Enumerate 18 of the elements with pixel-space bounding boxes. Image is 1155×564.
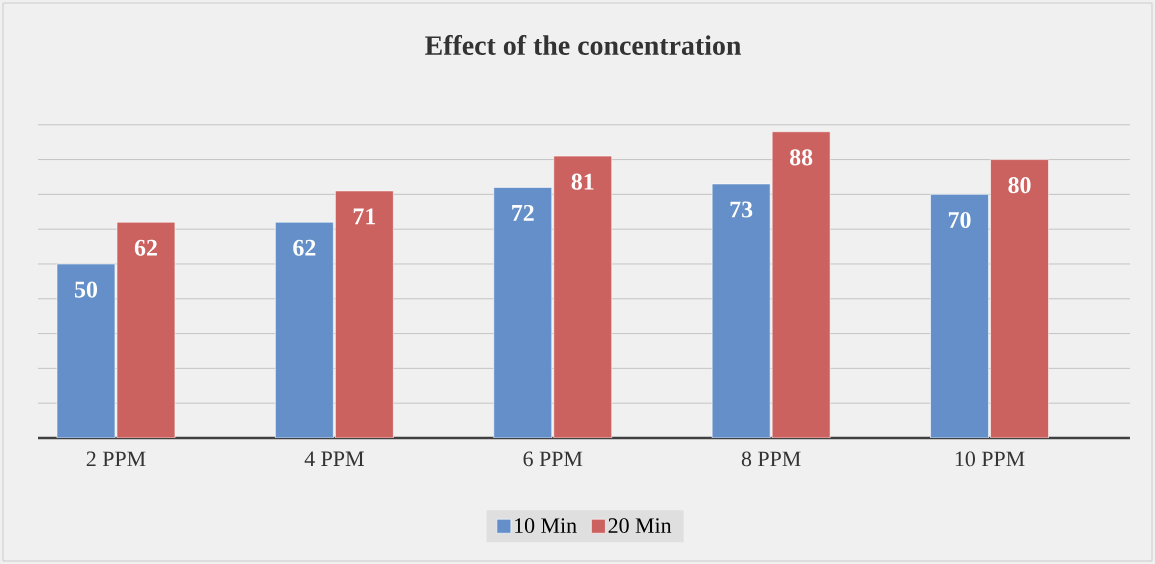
x-tick-label: 4 PPM xyxy=(304,451,364,466)
x-tick-label: 6 PPM xyxy=(523,451,583,467)
x-tick-label: 2 PPM xyxy=(86,451,146,467)
data-label: 73 xyxy=(730,201,753,218)
data-label: 72 xyxy=(512,204,534,221)
data-label: 62 xyxy=(134,239,157,256)
x-tick-label: 8 PPM xyxy=(741,451,801,467)
data-label: 80 xyxy=(1008,177,1031,194)
data-label: 71 xyxy=(353,208,376,225)
data-label: 62 xyxy=(293,239,316,256)
legend-label: 10 Min xyxy=(515,518,577,534)
data-label: 50 xyxy=(74,281,98,298)
x-tick-label: 10 PPM xyxy=(955,451,1025,467)
data-label: 81 xyxy=(571,173,594,190)
legend-label: 20 Min xyxy=(608,518,672,534)
data-label: 70 xyxy=(948,211,971,229)
chart-title: Effect of the concentration xyxy=(425,35,742,55)
data-label: 88 xyxy=(789,149,813,166)
